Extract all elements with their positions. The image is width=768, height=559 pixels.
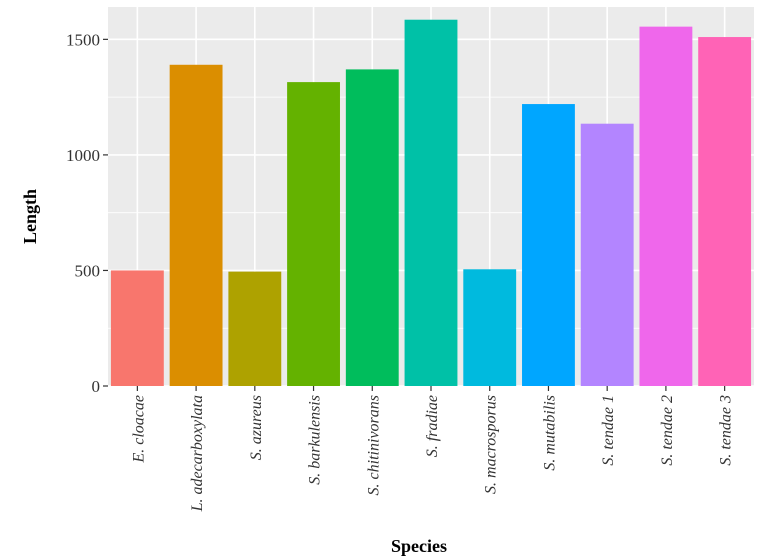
x-tick-label: S. tendae 2 [659, 395, 676, 466]
x-axis: E. cloacae L. adecarboxylata S. azureus S. … [130, 386, 735, 512]
bar-l-adecarboxylata [169, 64, 223, 387]
bar-s-macrosporus [463, 269, 517, 386]
x-tick-label: S. tendae 3 [718, 395, 735, 466]
x-tick-label: S. tendae 1 [600, 395, 617, 466]
y-tick-label: 1500 [66, 30, 100, 49]
x-tick-label: S. macrosporus [483, 395, 500, 494]
bar-e-cloacae [110, 270, 164, 386]
x-tick-label: E. cloacae [130, 395, 147, 464]
x-tick-label: S. azureus [248, 395, 265, 460]
x-tick-label: S. mutabilis [541, 395, 558, 471]
bar-s-tendae-3 [698, 37, 752, 386]
bar-s-tendae-2 [639, 26, 693, 387]
y-axis: 0 500 1000 1500 [66, 30, 108, 396]
bar-s-mutabilis [522, 104, 575, 386]
bar-s-tendae-1 [580, 123, 634, 386]
x-tick-label: L. adecarboxylata [189, 395, 206, 512]
bar-s-azureus [228, 271, 282, 386]
y-tick-label: 1000 [66, 146, 100, 165]
bar-s-chitinivorans [345, 69, 399, 387]
y-axis-title: Length [20, 189, 40, 244]
x-tick-label: S. chitinivorans [365, 395, 382, 495]
y-tick-label: 0 [92, 377, 101, 396]
y-tick-label: 500 [75, 261, 101, 280]
bars [110, 19, 752, 387]
x-tick-label: S. barkulensis [307, 395, 324, 485]
bar-s-fradiae [404, 19, 458, 387]
x-tick-label: S. fradiae [424, 395, 441, 457]
bar-s-barkulensis [287, 82, 340, 387]
x-axis-title: Species [391, 536, 447, 556]
